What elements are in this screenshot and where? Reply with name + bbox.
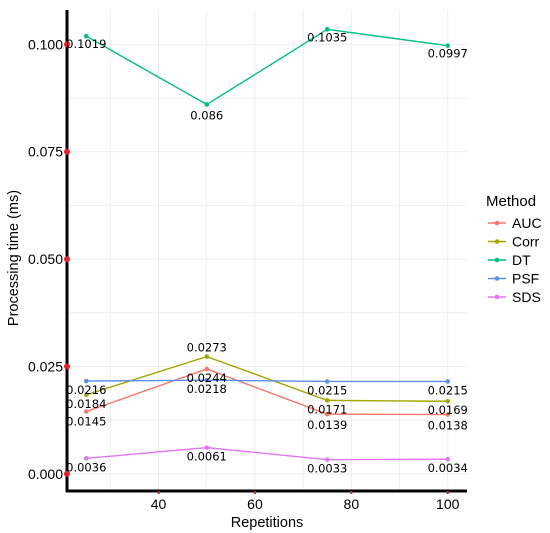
data-point-auc [324, 411, 330, 417]
data-label-psf: 0.0216 [66, 383, 106, 397]
data-label-sds: 0.0061 [187, 450, 227, 464]
data-point-psf [83, 378, 89, 384]
data-point-auc [83, 409, 89, 414]
legend-title: Method [486, 193, 536, 210]
y-tick-label: 0.050 [28, 251, 63, 267]
data-label-sds: 0.0036 [66, 460, 106, 474]
y-tick-label: 0.100 [28, 36, 63, 52]
data-point-psf [204, 377, 210, 383]
legend-key-point-psf [494, 276, 500, 281]
data-label-corr: 0.0184 [66, 397, 106, 411]
legend-label-corr: Corr [512, 234, 540, 250]
data-label-dt: 0.1035 [307, 30, 347, 44]
data-label-corr: 0.0171 [307, 402, 347, 416]
data-point-sds [83, 456, 89, 461]
axes [64, 10, 467, 494]
tick-labels: 0.000 0.025 0.050 0.075 0.100 40 60 80 100 [28, 36, 460, 512]
y-axis-title: Processing time (ms) [6, 190, 22, 326]
data-label-dt: 0.0997 [428, 47, 468, 61]
data-label-auc: 0.0244 [187, 371, 227, 385]
series-line-sds [86, 446, 448, 461]
data-label-psf: 0.0215 [428, 383, 468, 397]
data-point-corr [445, 398, 451, 404]
data-label-corr: 0.0169 [428, 403, 468, 417]
series-layer [83, 27, 451, 462]
data-label-dt: 0.086 [190, 108, 223, 122]
y-tick-label: 0.075 [28, 144, 63, 160]
legend-label-sds: SDS [512, 289, 541, 305]
data-point-dt [204, 102, 210, 107]
data-point-corr [204, 354, 210, 359]
data-point-auc [445, 412, 451, 417]
data-label-psf: 0.0218 [187, 382, 227, 396]
y-tick-mark [64, 148, 70, 155]
legend-label-auc: AUC [512, 215, 542, 231]
data-point-corr [83, 392, 89, 398]
data-point-sds [445, 456, 451, 462]
legend-key-point-corr [494, 239, 500, 244]
data-point-dt [445, 43, 451, 48]
legend-key-point-dt [494, 257, 500, 263]
y-tick-mark [64, 363, 70, 370]
y-tick-mark [64, 41, 70, 48]
x-tick-label: 40 [151, 496, 167, 512]
y-tick-label: 0.000 [28, 466, 63, 482]
x-tick-label: 100 [436, 496, 460, 512]
y-tick-mark [64, 470, 70, 477]
legend-key-point-sds [494, 294, 500, 300]
data-label-sds: 0.0033 [307, 462, 347, 476]
data-label-auc: 0.0139 [307, 418, 347, 432]
data-label-auc: 0.0138 [428, 419, 468, 433]
data-point-sds [204, 445, 210, 450]
grid-lines [67, 10, 467, 491]
x-tick-label: 80 [344, 496, 360, 512]
legend-label-psf: PSF [512, 271, 539, 287]
data-label-corr: 0.0273 [187, 341, 227, 355]
y-tick-mark [64, 256, 70, 263]
data-point-auc [204, 366, 210, 372]
data-label-auc: 0.0145 [66, 415, 106, 429]
x-axis-title: Repetitions [231, 515, 304, 531]
data-label-dt: 0.1019 [66, 37, 106, 51]
data-point-dt [324, 27, 330, 32]
y-tick-label: 0.025 [28, 358, 63, 374]
series-line-psf [86, 379, 448, 383]
legend-label-dt: DT [512, 252, 531, 268]
series-line-corr [86, 355, 448, 402]
series-line-dt [85, 28, 448, 106]
data-label-psf: 0.0215 [307, 383, 347, 397]
data-labels: 0.0145 0.0244 0.0139 0.0138 0.0184 0.0273 0.01… [66, 30, 468, 475]
legend-key-point-auc [494, 220, 500, 226]
data-point-psf [445, 379, 451, 384]
data-point-psf [324, 379, 330, 384]
data-point-sds [324, 457, 330, 462]
x-tick-label: 60 [247, 496, 263, 512]
series-line-auc [86, 368, 448, 416]
data-label-sds: 0.0034 [428, 461, 468, 475]
data-point-dt [83, 33, 89, 39]
legend: Method AUC Corr DT PSF SDS [486, 193, 542, 305]
data-point-corr [324, 398, 330, 403]
